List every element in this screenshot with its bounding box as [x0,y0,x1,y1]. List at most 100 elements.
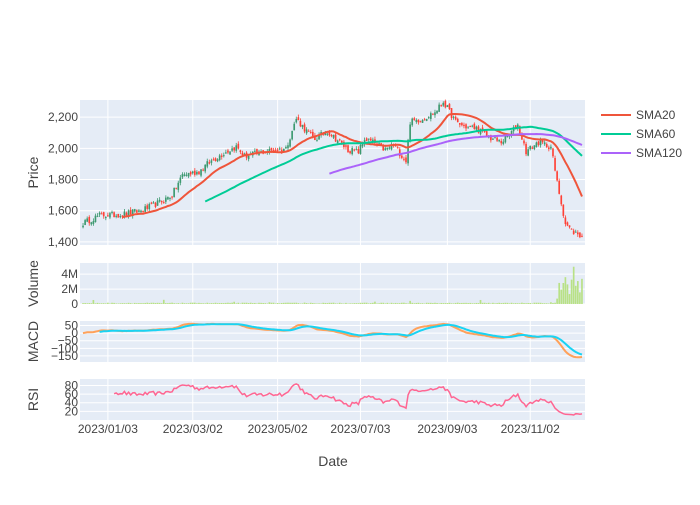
candle-body [111,212,113,213]
volume-bar [440,303,442,304]
volume-bar [486,303,488,304]
candle-body [573,231,575,235]
volume-bar [142,303,144,304]
candle-body [558,181,560,194]
candle-body [397,147,399,148]
volume-bar [111,303,113,304]
legend-label: SMA20 [636,108,676,122]
volume-bar [329,303,331,304]
volume-bar [244,303,246,304]
legend-item-sma60[interactable]: SMA60 [601,127,676,141]
candle-body [387,148,389,150]
volume-bar [432,303,434,304]
volume-bar [494,303,496,304]
legend[interactable]: SMA20 SMA60 SMA120 [601,108,682,160]
candle-body [337,141,339,144]
volume-bar [84,303,86,304]
candle-body [428,117,430,118]
volume-bar [229,303,231,304]
volume-bar [401,303,403,304]
candle-body [302,125,304,127]
legend-item-sma120[interactable]: SMA120 [601,146,682,160]
volume-bar [208,303,210,304]
x-tick-label: 2023/05/02 [248,422,308,436]
volume-bar [107,303,109,304]
volume-bar [562,283,564,304]
candle-body [360,145,362,154]
volume-bar [546,303,548,304]
volume-bar [411,303,413,304]
candle-body [225,152,227,153]
candle-body [130,210,132,214]
candle-body [161,201,163,202]
volume-bar [206,303,208,304]
volume-bar [372,303,374,304]
candle-body [248,156,250,159]
candle-body [211,160,213,162]
volume-bar [366,303,368,304]
volume-bar [314,303,316,304]
volume-bar [436,303,438,304]
volume-bar [368,303,370,304]
volume-bar [490,303,492,304]
volume-bar [422,303,424,304]
candle-body [525,144,527,154]
volume-bar [393,303,395,304]
volume-bar [90,303,92,304]
volume-bar [476,303,478,304]
candle-body [146,205,148,209]
volume-bar [449,303,451,304]
candle-body [438,105,440,112]
candle-body [240,150,242,152]
volume-bar [306,303,308,304]
volume-bar [399,303,401,304]
candle-body [405,157,407,162]
candle-body [560,196,562,205]
candle-body [291,131,293,139]
volume-bar [262,303,264,304]
price-y-tick-label: 2,000 [48,141,78,155]
volume-bar [233,302,235,304]
candle-body [198,172,200,175]
volume-bar [447,303,449,304]
candle-body [184,174,186,176]
x-axis-title: Date [318,453,348,469]
volume-bar [362,303,364,304]
volume-bar [538,303,540,304]
volume-bar [256,303,258,304]
volume-bar [492,303,494,304]
volume-bar [188,303,190,304]
candle-body [190,172,192,174]
volume-bar [95,303,97,304]
candle-body [113,212,115,217]
volume-bar [202,303,204,304]
volume-bar [453,303,455,304]
volume-bar [223,303,225,304]
volume-bar [416,303,418,304]
candle-body [99,213,101,215]
candle-body [548,148,550,150]
candle-body [389,148,391,149]
candle-body [550,147,552,149]
candle-body [300,121,302,126]
volume-bar [374,302,376,304]
volume-bar [558,283,560,304]
volume-bar [117,303,119,304]
macd-y-tick-label: −150 [51,349,78,363]
candle-body [90,222,92,224]
candle-body [534,145,536,149]
volume-bar [283,303,285,304]
volume-bar [88,303,90,304]
legend-item-sma20[interactable]: SMA20 [601,108,676,122]
candle-body [496,138,498,141]
candle-body [556,171,558,180]
candle-body [581,236,583,237]
candle-body [552,148,554,156]
candle-body [254,151,256,152]
candle-body [424,119,426,120]
price-y-tick-label: 1,400 [48,235,78,249]
candle-body [416,120,418,122]
volume-bar [124,303,126,304]
volume-bar [511,303,513,304]
volume-bar [349,303,351,304]
